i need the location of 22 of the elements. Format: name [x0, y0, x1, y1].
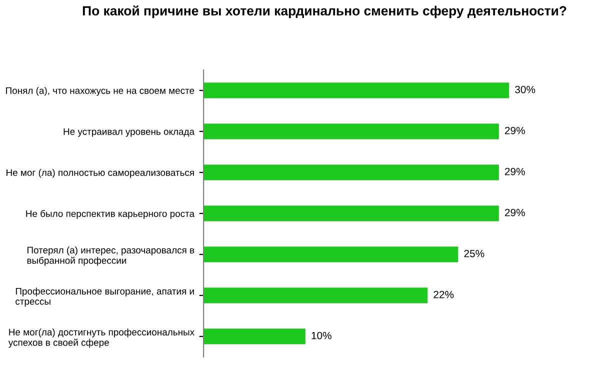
data-label: 30% — [515, 86, 536, 94]
bar — [204, 246, 458, 262]
bar — [204, 82, 510, 98]
y-tick-label: Не было перспектив карьерного роста — [26, 210, 195, 219]
y-tick-label: Понял (а), что нахожусь не на своем месте — [6, 87, 194, 96]
y-tick-label: Профессиональное выгорание, апатия и стрессы — [16, 288, 194, 307]
bar — [204, 328, 306, 344]
y-tick-label: Не мог(ла) достигнуть профессиональных успехов в своей сфере — [8, 328, 194, 348]
bar — [204, 164, 499, 180]
data-label: 10% — [312, 332, 332, 340]
data-label: 29% — [504, 208, 525, 216]
bar — [204, 124, 499, 140]
data-label: 29% — [504, 126, 525, 134]
y-tick-label: Потерял (а) интерес, разочаровался в выбранной профессии — [27, 246, 194, 266]
data-label: 29% — [504, 168, 525, 176]
bar — [204, 288, 428, 304]
bar — [204, 206, 499, 222]
y-tick-label: Не устраивал уровень оклада — [64, 128, 195, 137]
data-label: 22% — [434, 290, 454, 298]
y-tick-label: Не мог (ла) полностью самореализоваться — [6, 169, 194, 178]
chart-title: По какой причине вы хотели кардинально сменить сферу деятельности? — [82, 6, 566, 18]
data-label: 25% — [464, 250, 484, 258]
